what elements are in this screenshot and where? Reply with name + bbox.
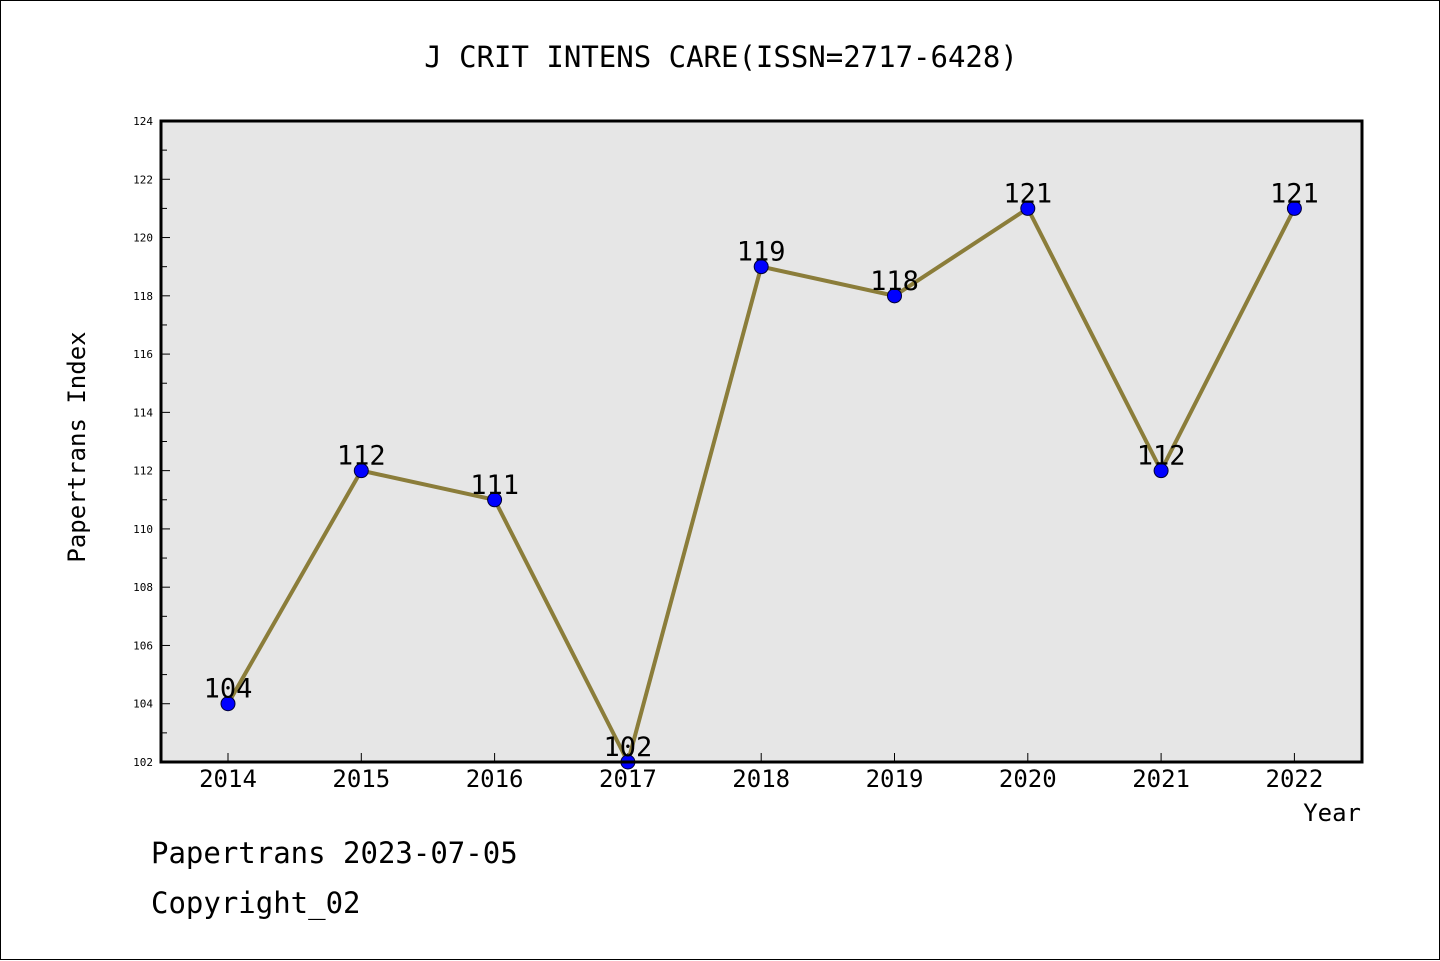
data-label: 112 — [337, 441, 386, 472]
data-point — [753, 259, 769, 275]
y-tick-label: 106 — [133, 639, 153, 652]
x-tick-label: 2016 — [466, 765, 524, 793]
data-point — [487, 492, 503, 508]
data-point — [1286, 200, 1302, 216]
series-group — [220, 200, 1302, 770]
footer-date: Papertrans 2023-07-05 — [151, 836, 518, 870]
y-axis: 102 104 106 108 110 112 114 116 118 120 122 124 — [133, 115, 170, 769]
y-tick-label: 116 — [133, 348, 153, 361]
data-point — [1153, 463, 1169, 479]
y-tick-label: 118 — [133, 290, 153, 303]
y-tick-label: 104 — [133, 698, 153, 711]
x-tick-label: 2022 — [1266, 765, 1324, 793]
x-tick-label: 2020 — [999, 765, 1057, 793]
y-tick-label: 120 — [133, 232, 153, 245]
x-tick-label: 2014 — [199, 765, 257, 793]
data-labels: 104 112 111 102 119 118 121 112 121 — [204, 178, 1319, 763]
x-axis-label: Year — [1303, 799, 1361, 827]
y-axis-label: Papertrans Index — [63, 331, 91, 562]
x-tick-label: 2019 — [866, 765, 924, 793]
data-label: 102 — [604, 732, 653, 763]
data-label: 121 — [1270, 178, 1319, 209]
x-tick-label: 2021 — [1132, 765, 1190, 793]
y-tick-label: 114 — [133, 406, 153, 419]
data-label: 121 — [1003, 178, 1052, 209]
y-tick-label: 102 — [133, 756, 153, 769]
data-label: 118 — [870, 266, 919, 297]
y-tick-label: 122 — [133, 173, 153, 186]
data-point — [1020, 200, 1036, 216]
x-axis: 2014 2015 2016 2017 2018 2019 2020 2021 2022 — [199, 753, 1323, 793]
y-tick-label: 108 — [133, 581, 153, 594]
x-tick-label: 2018 — [732, 765, 790, 793]
data-point — [220, 696, 236, 712]
data-point — [353, 463, 369, 479]
y-tick-label: 124 — [133, 115, 153, 128]
data-label: 104 — [204, 674, 253, 705]
x-tick-label: 2015 — [332, 765, 390, 793]
x-tick-label: 2017 — [599, 765, 657, 793]
data-label: 119 — [737, 237, 786, 268]
footer-copyright: Copyright_02 — [151, 886, 361, 920]
plot-area — [161, 121, 1362, 762]
data-label: 111 — [470, 470, 519, 501]
chart-title: J CRIT INTENS CARE(ISSN=2717-6428) — [424, 40, 1018, 74]
y-tick-label: 112 — [133, 465, 153, 478]
plot-frame — [159, 119, 1364, 764]
data-label: 112 — [1137, 441, 1186, 472]
y-tick-label: 110 — [133, 523, 153, 536]
data-point — [887, 288, 902, 304]
